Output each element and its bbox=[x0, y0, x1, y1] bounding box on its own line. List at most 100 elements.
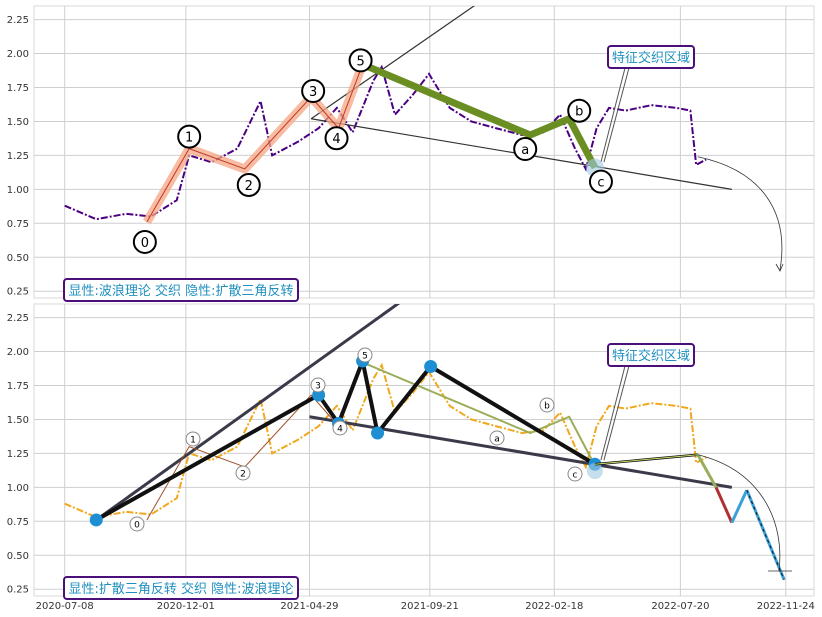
wave-label-text: 1 bbox=[185, 131, 193, 146]
y-tick-label: 1.25 bbox=[7, 449, 29, 460]
wave-label-text: 4 bbox=[332, 132, 340, 147]
triangle-vertex-dot bbox=[371, 426, 385, 440]
wave-label-circle bbox=[513, 137, 538, 162]
y-tick-label: 0.50 bbox=[7, 551, 29, 562]
callout-text: 特征交织区域 bbox=[612, 50, 690, 66]
small-wave-label-circle bbox=[235, 465, 251, 481]
small-wave-label-circle bbox=[332, 420, 348, 436]
projection-segment bbox=[696, 454, 718, 489]
wave-label-circle bbox=[324, 126, 349, 151]
projection-segment-highlight bbox=[594, 454, 698, 465]
wave-label-circle bbox=[236, 172, 261, 197]
projection-arrowhead bbox=[775, 263, 784, 272]
corrective-wave-line bbox=[361, 61, 599, 170]
small-wave-label-text: c bbox=[573, 471, 578, 481]
small-wave-label-text: a bbox=[494, 435, 500, 445]
wave-label-text: 0 bbox=[141, 236, 149, 251]
wave-label-circle bbox=[177, 124, 202, 149]
triangle-upper-line bbox=[95, 304, 401, 522]
small-wave-label-text: b bbox=[544, 402, 550, 412]
small-wave-label-circle bbox=[567, 466, 583, 482]
y-tick-label: 2.00 bbox=[7, 347, 29, 358]
projection-curve bbox=[697, 156, 783, 271]
small-wave-label-text: 3 bbox=[315, 382, 321, 392]
x-tick-label: 2021-09-21 bbox=[401, 601, 459, 612]
wave-label-circle bbox=[567, 98, 592, 123]
triangle-vertex-dot bbox=[89, 513, 103, 527]
small-wave-label-text: 2 bbox=[240, 470, 246, 480]
y-tick-label: 1.75 bbox=[7, 381, 29, 392]
y-tick-label: 1.50 bbox=[7, 117, 29, 128]
small-wave-label-circle bbox=[129, 516, 145, 532]
wave-label-circle bbox=[132, 229, 157, 254]
y-tick-label: 1.25 bbox=[7, 151, 29, 162]
wave-label-text: 2 bbox=[245, 179, 253, 194]
small-wave-label-text: 5 bbox=[362, 352, 368, 362]
projection-segment bbox=[714, 486, 734, 524]
callout-box bbox=[607, 45, 695, 69]
impulse-wave-line bbox=[146, 64, 364, 223]
y-tick-label: 0.25 bbox=[7, 585, 29, 596]
small-wave-label-circle bbox=[185, 431, 201, 447]
faint-corrective-wave bbox=[362, 361, 596, 467]
projection-dash bbox=[746, 489, 785, 580]
faint-impulse-wave bbox=[146, 362, 364, 521]
wave-label-circle bbox=[301, 78, 326, 103]
triangle-lower-line bbox=[309, 415, 733, 489]
x-tick-label: 2020-07-08 bbox=[36, 601, 94, 612]
small-wave-label-text: 0 bbox=[134, 521, 140, 531]
top-chart-panel: 0.25 0.50 0.75 1.00 1.25 1.50 1.75 2.00 2.25 特征交织… bbox=[7, 5, 815, 302]
y-tick-label: 1.75 bbox=[7, 83, 29, 94]
wave-label-text: b bbox=[575, 105, 583, 120]
price-series-line bbox=[64, 362, 707, 519]
callout-arrow bbox=[600, 361, 627, 461]
caption-box bbox=[63, 576, 299, 600]
vertex-highlight bbox=[586, 463, 603, 480]
triangle-vertex-dot bbox=[424, 359, 438, 373]
callout-arrow bbox=[603, 361, 631, 461]
trend-line bbox=[310, 6, 475, 120]
projection-segment bbox=[730, 489, 749, 524]
caption-box bbox=[63, 278, 299, 302]
plot-frame bbox=[33, 5, 815, 299]
caption-text: 显性:波浪理论 交织 隐性:扩散三角反转 bbox=[68, 283, 293, 299]
plot-frame bbox=[33, 303, 815, 597]
wave-label-text: a bbox=[521, 143, 529, 158]
x-tick-label: 2022-02-18 bbox=[525, 601, 583, 612]
wave-label-text: 5 bbox=[356, 54, 364, 69]
callout-text: 特征交织区域 bbox=[612, 348, 690, 364]
y-tick-label: 1.00 bbox=[7, 185, 29, 196]
y-tick-label: 1.50 bbox=[7, 415, 29, 426]
callout-box bbox=[607, 343, 695, 367]
wave-label-text: c bbox=[597, 176, 604, 191]
x-tick-label: 2022-07-20 bbox=[651, 601, 709, 612]
y-tick-label: 2.00 bbox=[7, 49, 29, 60]
small-wave-label-circle bbox=[539, 397, 555, 413]
small-wave-label-circle bbox=[357, 347, 373, 363]
plot-area bbox=[64, 304, 792, 581]
y-tick-label: 0.25 bbox=[7, 287, 29, 298]
plot-area bbox=[64, 6, 784, 272]
y-tick-label: 0.75 bbox=[7, 219, 29, 230]
wave-label-text: 3 bbox=[309, 85, 317, 100]
y-tick-label: 2.25 bbox=[7, 313, 29, 324]
callout-arrow bbox=[600, 63, 627, 163]
small-wave-label-circle bbox=[310, 377, 326, 393]
x-tick-label: 2020-12-01 bbox=[157, 601, 215, 612]
projection-curve bbox=[697, 454, 781, 572]
small-wave-label-circle bbox=[489, 430, 505, 446]
small-wave-label-text: 4 bbox=[337, 425, 343, 435]
wave-label-circle bbox=[588, 169, 613, 194]
y-tick-label: 0.75 bbox=[7, 517, 29, 528]
small-wave-label-text: 1 bbox=[190, 436, 196, 446]
caption-text: 显性:扩散三角反转 交织 隐性:波浪理论 bbox=[68, 581, 293, 597]
y-tick-label: 0.50 bbox=[7, 253, 29, 264]
callout-arrow bbox=[603, 63, 631, 163]
bottom-chart-panel: 0.25 0.50 0.75 1.00 1.25 1.50 1.75 2.00 2.25 特征交织… bbox=[7, 303, 815, 612]
triangle-zigzag bbox=[95, 359, 596, 522]
y-tick-label: 1.00 bbox=[7, 483, 29, 494]
x-tick-label: 2022-11-24 bbox=[757, 601, 815, 612]
wave-label-circle bbox=[348, 48, 373, 73]
x-tick-label: 2021-04-29 bbox=[280, 601, 338, 612]
